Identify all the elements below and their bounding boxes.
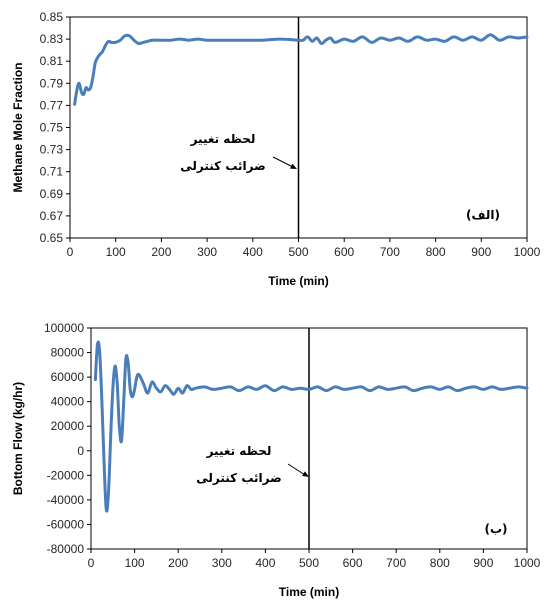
- x-tick-label: 600: [334, 245, 354, 259]
- x-tick-label: 100: [106, 245, 126, 259]
- y-tick-label: 60000: [51, 370, 85, 384]
- y-tick-label: -20000: [47, 468, 85, 482]
- x-tick-label: 200: [151, 245, 171, 259]
- annotation-line-1: لحظه تغییر: [206, 444, 272, 458]
- y-tick-label: 20000: [51, 419, 85, 433]
- x-tick-label: 900: [471, 245, 491, 259]
- x-tick-label: 100: [125, 556, 145, 570]
- y-tick-label: -40000: [47, 493, 85, 507]
- y-tick-label: 0.73: [40, 143, 64, 157]
- x-axis-title: Time (min): [279, 585, 339, 599]
- x-tick-label: 700: [380, 245, 400, 259]
- annotation-line-2: ضرائب کنترلی: [180, 159, 265, 173]
- x-tick-label: 300: [212, 556, 232, 570]
- x-tick-label: 300: [197, 245, 217, 259]
- x-tick-label: 400: [243, 245, 263, 259]
- y-axis-title: Methane Mole Fraction: [11, 62, 25, 192]
- panel-label: (الف): [466, 208, 500, 222]
- chart-panel-methane: 0.65 0.67 0.69 0.71 0.73 0.75 0.77 0.79 0.81 0.83…: [11, 10, 541, 288]
- y-tick-label: 0: [77, 444, 84, 458]
- y-tick-label: -60000: [47, 517, 85, 531]
- y-tick-label: 0.71: [40, 165, 64, 179]
- panel-label: (ب): [484, 522, 507, 536]
- y-tick-label: 0.81: [40, 54, 64, 68]
- x-tick-label: 800: [430, 556, 450, 570]
- y-tick-label: 0.75: [40, 121, 64, 135]
- x-axis-title: Time (min): [268, 274, 328, 288]
- annotation-arrow: [287, 463, 306, 476]
- y-tick-label: 80000: [51, 346, 85, 360]
- annotation-line-1: لحظه تغییر: [190, 132, 256, 146]
- x-tick-label: 200: [168, 556, 188, 570]
- y-tick-label: 0.67: [40, 209, 64, 223]
- x-tick-label: 0: [88, 556, 95, 570]
- y-tick-label: 100000: [44, 321, 84, 335]
- y-axis-title: Bottom Flow (kg/hr): [11, 382, 25, 495]
- y-tick-label: 40000: [51, 395, 85, 409]
- x-tick-label: 1000: [514, 556, 541, 570]
- x-tick-label: 500: [288, 245, 308, 259]
- annotation-arrowhead: [290, 163, 297, 169]
- y-tick-label: 0.83: [40, 32, 64, 46]
- x-tick-label: 0: [67, 245, 74, 259]
- chart-panel-bottom-flow: -80000 -60000 -40000 -20000 0 20000 40000 60000…: [11, 321, 541, 599]
- x-tick-label: 500: [299, 556, 319, 570]
- y-tick-label: 0.85: [40, 10, 64, 24]
- y-tick-label: 0.79: [40, 76, 64, 90]
- x-tick-label: 800: [426, 245, 446, 259]
- x-tick-label: 900: [473, 556, 493, 570]
- data-series-line: [93, 340, 529, 513]
- x-tick-label: 1000: [514, 245, 541, 259]
- x-tick-label: 700: [386, 556, 406, 570]
- y-tick-label: 0.77: [40, 98, 64, 112]
- y-tick-label: 0.65: [40, 231, 64, 245]
- x-tick-label: 400: [255, 556, 275, 570]
- annotation-arrow: [272, 156, 294, 168]
- annotation-line-2: ضرائب کنترلی: [196, 471, 281, 485]
- x-tick-label: 600: [343, 556, 363, 570]
- annotation-arrowhead: [302, 471, 309, 477]
- data-series-line: [73, 33, 529, 106]
- y-tick-label: 0.69: [40, 187, 64, 201]
- y-tick-label: -80000: [47, 542, 85, 556]
